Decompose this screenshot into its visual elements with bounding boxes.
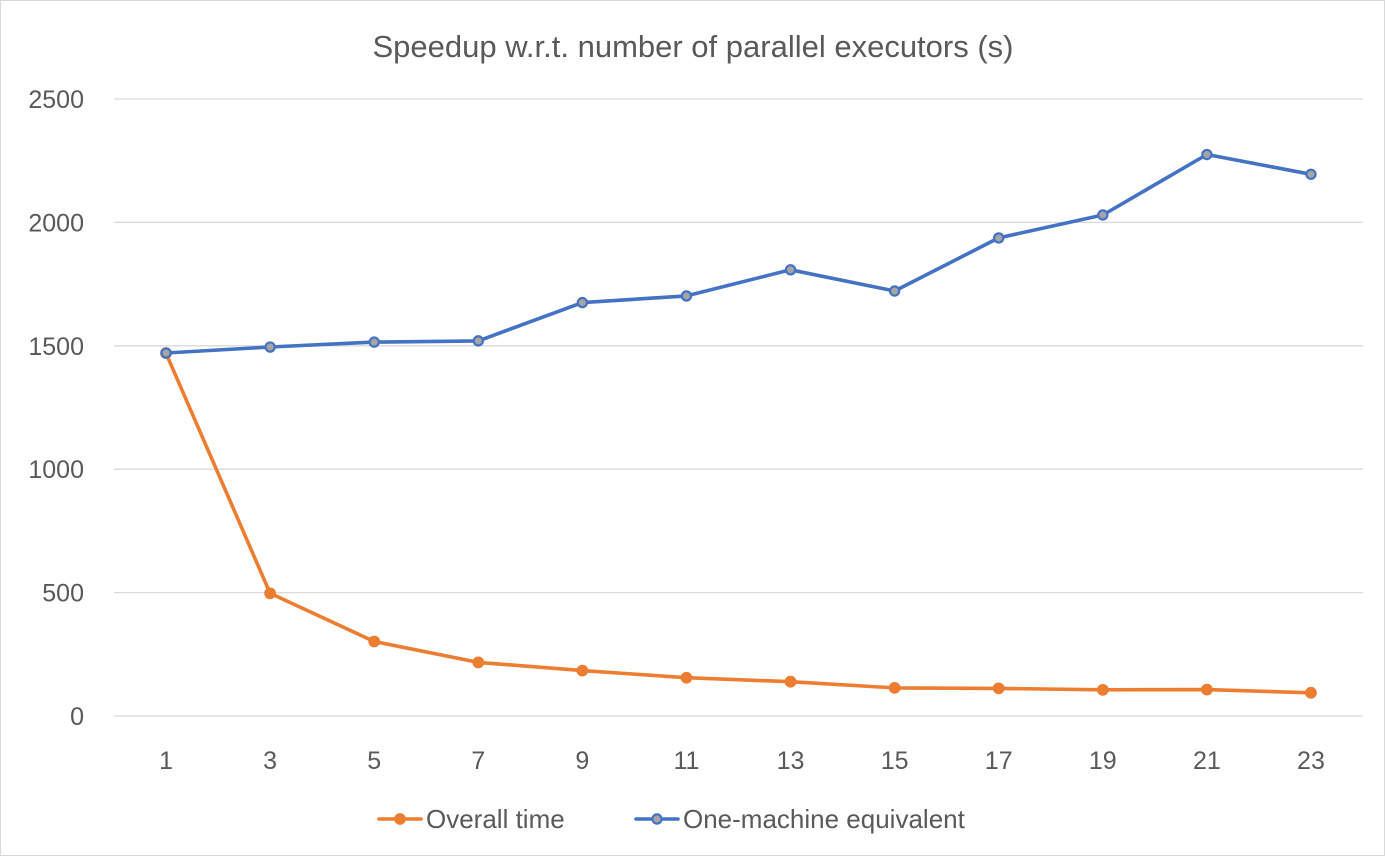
x-tick-label: 19 (1089, 747, 1117, 775)
legend-entry: Overall time (377, 804, 565, 834)
series-overall-time (160, 347, 1317, 699)
x-tick-label: 1 (159, 747, 173, 775)
data-point (160, 347, 172, 359)
data-point (680, 671, 693, 684)
y-tick-label: 2500 (28, 86, 84, 114)
data-point (368, 635, 381, 648)
data-point (1097, 209, 1109, 221)
series-lines (160, 148, 1317, 699)
legend: Overall time One-machine equivalent (377, 804, 966, 834)
x-tick-label: 11 (673, 747, 699, 775)
series-line (164, 351, 1313, 695)
x-tick-label: 7 (471, 747, 485, 775)
legend-label: Overall time (426, 804, 565, 834)
y-tick-label: 2000 (28, 209, 84, 237)
chart-title: Speedup w.r.t. number of parallel execut… (373, 29, 1014, 64)
legend-swatch-marker (394, 813, 406, 825)
data-point (368, 336, 380, 348)
data-point (472, 656, 485, 669)
data-point (472, 335, 484, 347)
data-point (576, 664, 589, 677)
data-point (1201, 148, 1213, 161)
x-tick-label: 15 (881, 747, 909, 775)
data-point (680, 290, 693, 302)
gridlines (114, 98, 1363, 717)
legend-label: One-machine equivalent (683, 804, 966, 834)
data-point (264, 341, 276, 353)
data-point (784, 264, 797, 276)
y-tick-label: 1500 (28, 333, 84, 361)
series-one-machine-equivalent (160, 148, 1317, 359)
x-tick-label: 21 (1193, 747, 1221, 775)
data-point (1200, 683, 1213, 696)
y-axis-tick-labels: 0 500 1000 1500 2000 2500 (28, 86, 84, 731)
y-tick-label: 0 (70, 703, 84, 731)
data-point (888, 285, 901, 297)
x-axis-tick-labels: 1 3 5 7 9 11 13 15 17 19 21 23 (159, 747, 1325, 775)
y-tick-label: 1000 (28, 456, 84, 484)
x-tick-label: 3 (263, 747, 277, 775)
legend-entry: One-machine equivalent (634, 804, 966, 834)
x-tick-label: 5 (367, 747, 381, 775)
x-tick-label: 9 (575, 747, 589, 775)
data-point (784, 675, 797, 688)
x-tick-label: 13 (777, 747, 805, 775)
data-point (1096, 683, 1109, 696)
series-line (164, 152, 1313, 355)
legend-swatch-marker (651, 813, 663, 825)
data-point (992, 682, 1005, 695)
y-tick-label: 500 (42, 580, 84, 608)
data-point (1305, 686, 1317, 699)
x-tick-label: 17 (985, 747, 1013, 775)
data-point (993, 232, 1005, 244)
data-point (576, 296, 589, 309)
data-point (264, 587, 277, 600)
data-point (888, 681, 901, 694)
data-point (1305, 168, 1317, 180)
x-tick-label: 23 (1297, 747, 1325, 775)
